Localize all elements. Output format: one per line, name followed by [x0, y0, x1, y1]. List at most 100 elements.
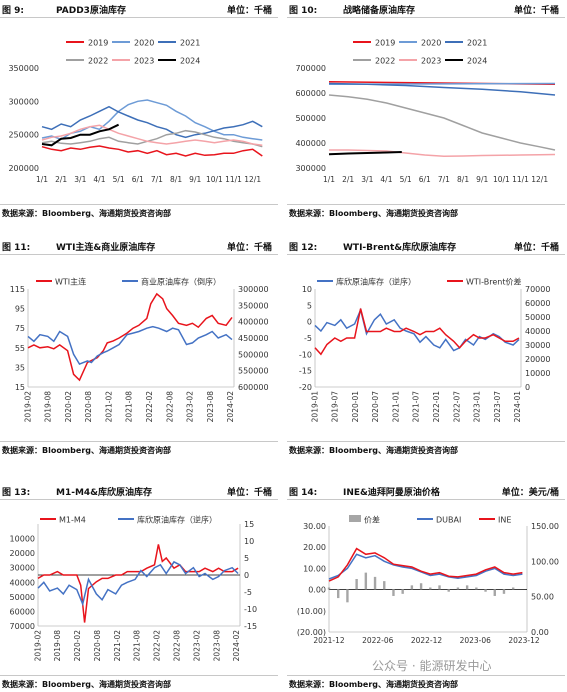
x-tick-label: 12/1	[244, 175, 261, 184]
series-line-2024	[41, 123, 120, 147]
x-tick-label: 2021-12	[313, 636, 345, 645]
x-tick-label: 2023-06	[460, 636, 492, 645]
figure-10-title: 战略储备原油库存	[343, 6, 416, 16]
figure-9-title: PADD3原油库存	[56, 6, 126, 16]
figure-12-label: 图 12:	[289, 243, 318, 253]
left-y-tick-label: 5	[307, 301, 312, 310]
x-tick-label: 2024-02	[226, 391, 235, 423]
x-tick-label: 2021-08	[125, 391, 134, 423]
x-tick-label: 8/1	[457, 175, 469, 184]
x-tick-label: 12/1	[531, 175, 548, 184]
right-y-tick-label: 20000	[525, 355, 550, 364]
legend-label-库欣原油库存（逆序）: 库欣原油库存（逆序）	[137, 515, 217, 525]
chart-9-svg: 2019 2020 2021 2022 2023 2024 200000 250000 3000…	[8, 39, 263, 184]
left-y-tick-label: -15	[299, 367, 312, 376]
figure-14-header: 图 14: INE&迪拜阿曼原油价格 单位：美元/桶	[287, 482, 565, 500]
series-line-2022	[328, 94, 556, 151]
left-y-tick-label: -20	[299, 383, 312, 392]
chart-14-svg: 价差 DUBAI INE (20.00) (10.00) 0.00 10.00 20.00 30…	[297, 515, 559, 645]
legend-label-2023: 2023	[134, 57, 154, 66]
right-y-tick-label: 30000	[525, 341, 550, 350]
figure-10-source: 数据来源：Bloomberg、海通期货投资咨询部	[289, 209, 458, 218]
legend-label-INE: INE	[498, 516, 511, 525]
legend-swatch-价差	[349, 515, 361, 522]
left-y-tick-label: 10.00	[303, 564, 326, 573]
left-y-tick-label: (20.00)	[297, 628, 326, 637]
figure-13-header: 图 13: M1-M4&库欣原油库存 单位：千桶	[0, 482, 278, 500]
right-y-tick-label: -10	[244, 605, 257, 614]
right-y-tick-label: 0	[244, 571, 249, 580]
bar-价差	[429, 587, 432, 590]
left-y-tick-label: 30.00	[303, 522, 326, 531]
x-tick-label: 6/1	[132, 175, 144, 184]
series-line-2022	[41, 129, 263, 148]
series-line-商业原油库存（倒序）	[27, 325, 233, 366]
x-tick-label: 2023-02	[186, 391, 195, 423]
panel-figure-13: 图 13: M1-M4&库欣原油库存 单位：千桶 M1-M4 库欣原油库存（逆序）…	[0, 482, 278, 692]
x-tick-label: 1/1	[36, 175, 48, 184]
series-line-2021	[328, 82, 556, 96]
x-tick-label: 2021-07	[412, 391, 421, 423]
figure-11-source: 数据来源：Bloomberg、海通期货投资咨询部	[2, 446, 171, 455]
left-y-tick-label: 95	[15, 305, 25, 314]
bar-价差	[438, 585, 441, 590]
left-y-tick-label: 35	[15, 363, 25, 372]
left-y-tick-label: 0	[307, 318, 312, 327]
bar-价差	[493, 589, 496, 596]
legend-label-商业原油库存（倒序）: 商业原油库存（倒序）	[141, 277, 221, 287]
series-line-2023	[41, 124, 263, 147]
figure-14-source: 数据来源：Bloomberg、海通期货投资咨询部	[289, 680, 458, 689]
figure-9-header: 图 9: PADD3原油库存 单位：千桶	[0, 0, 278, 18]
chart-11-svg: WTI主连 商业原油库存（倒序） 15 35 55 75 95 115 300000 350000…	[10, 277, 269, 423]
x-tick-label: 2022-01	[432, 391, 441, 423]
bar-价差	[346, 589, 349, 603]
right-y-tick-label: 150.00	[531, 522, 559, 531]
bar-价差	[465, 585, 469, 590]
legend-label-2019: 2019	[375, 39, 395, 48]
x-tick-label: 5/1	[113, 175, 125, 184]
right-y-tick-label: 70000	[525, 285, 550, 294]
x-tick-label: 2021-08	[133, 630, 142, 662]
x-tick-label: 2020-07	[371, 391, 380, 423]
figure-14-label: 图 14:	[289, 488, 318, 498]
x-tick-label: 7/1	[151, 175, 163, 184]
x-tick-label: 2023-08	[206, 391, 215, 423]
figure-12-source: 数据来源：Bloomberg、海通期货投资咨询部	[289, 446, 458, 455]
bar-价差	[502, 589, 506, 594]
x-tick-label: 4/1	[93, 175, 105, 184]
chart-13-svg: M1-M4 库欣原油库存（逆序） 10000 20000 30000 40000 50000…	[10, 515, 258, 662]
x-tick-label: 2020-08	[93, 630, 102, 662]
legend-label-2024: 2024	[467, 57, 487, 66]
right-y-tick-label: 0.00	[531, 628, 549, 637]
right-y-tick-label: 10	[244, 537, 254, 546]
legend-label-2020: 2020	[421, 39, 441, 48]
panel-figure-10: 图 10: 战略储备原油库存 单位：千桶 2019 2020 2021 2022 202…	[287, 0, 565, 230]
figure-13-title: M1-M4&库欣原油库存	[56, 488, 153, 498]
x-tick-label: 10/1	[206, 175, 223, 184]
legend-label-库欣原油库存（逆序）: 库欣原油库存（逆序）	[336, 277, 416, 287]
y-tick-label: 250000	[8, 131, 39, 140]
y-tick-label: 700000	[295, 64, 326, 73]
bar-价差	[383, 581, 386, 590]
panel-figure-14: 图 14: INE&迪拜阿曼原油价格 单位：美元/桶 价差 DUBAI INE (20…	[287, 482, 565, 692]
legend-label-M1-M4: M1-M4	[59, 516, 86, 525]
y-tick-label: 600000	[295, 89, 326, 98]
bar-价差	[511, 587, 515, 590]
bar-价差	[419, 583, 423, 590]
legend-label-WTI-Brent价差: WTI-Brent价差	[466, 277, 522, 287]
left-y-tick-label: 15	[15, 383, 25, 392]
figure-11-title: WTI主连&商业原油库存	[56, 243, 156, 253]
y-tick-label: 350000	[8, 64, 39, 73]
figure-9-source: 数据来源：Bloomberg、海通期货投资咨询部	[2, 209, 171, 218]
left-y-tick-label: 70000	[10, 622, 35, 631]
x-tick-label: 2/1	[55, 175, 67, 184]
x-tick-label: 1/1	[323, 175, 335, 184]
y-tick-label: 500000	[295, 114, 326, 123]
series-line-2019	[41, 145, 263, 157]
right-y-tick-label: 400000	[238, 318, 269, 327]
left-y-tick-label: 20.00	[303, 543, 326, 552]
series-line-2024	[328, 151, 402, 156]
left-y-tick-label: 30000	[10, 564, 35, 573]
figure-11-unit: 单位：千桶	[226, 243, 272, 253]
legend-label-2022: 2022	[88, 57, 108, 66]
